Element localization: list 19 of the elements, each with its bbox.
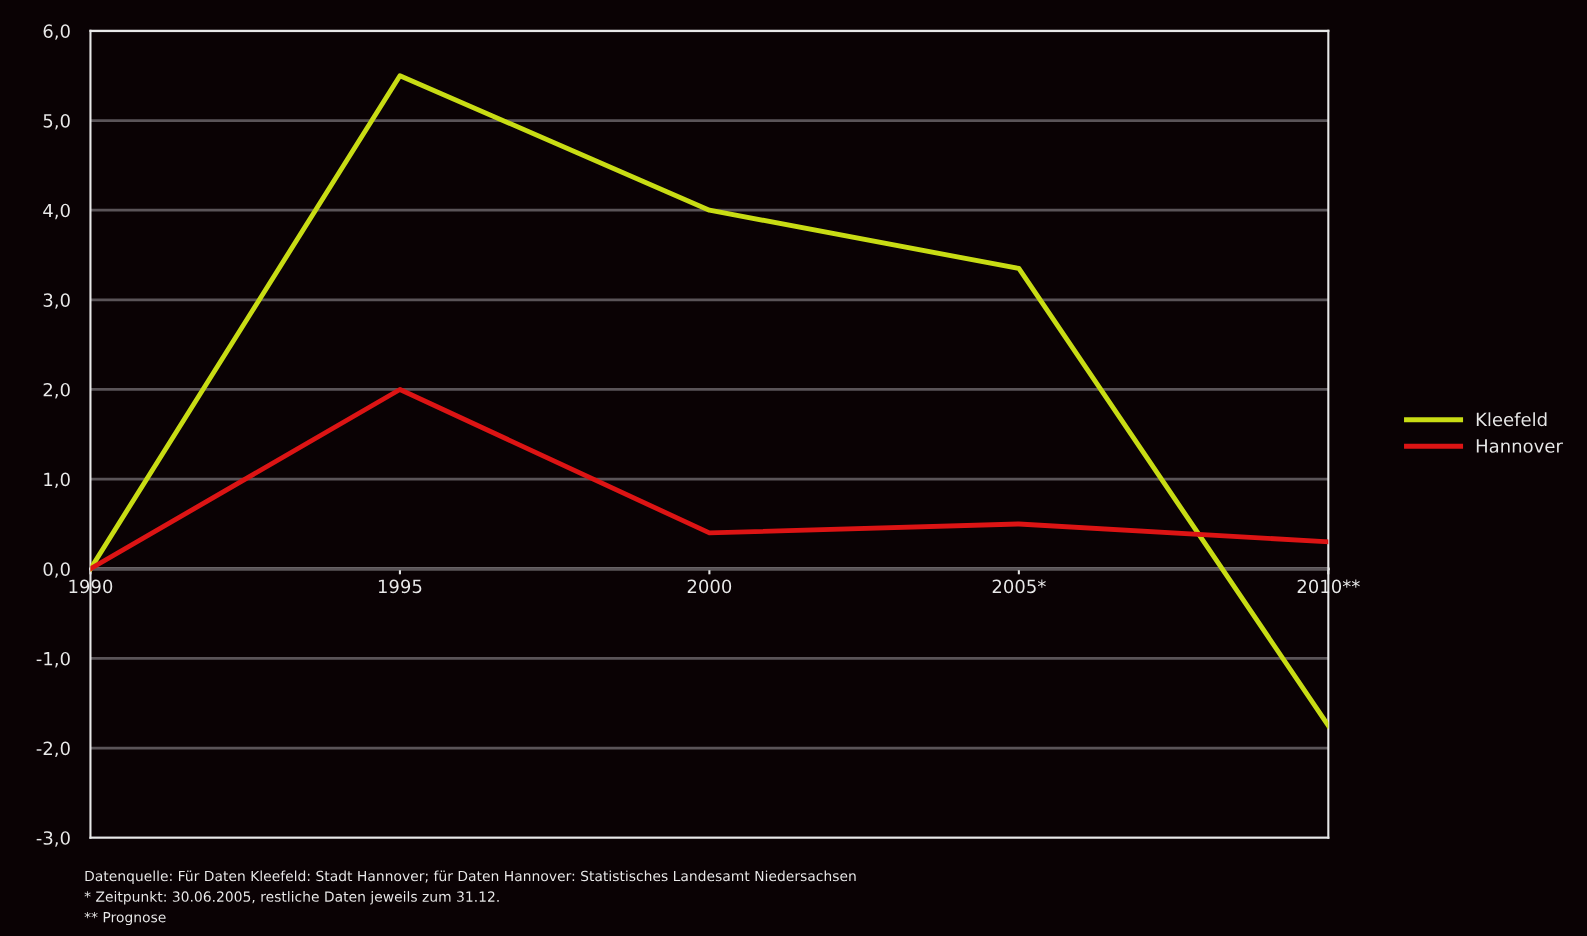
x-tick-label: 2005* — [992, 579, 1046, 594]
text: ** Prognose — [84, 911, 166, 926]
text: Datenquelle: Für Daten Kleefeld: Stadt Hannover; für Daten Hannover: Statistisches Landesamt Niedersachsen — [85, 870, 856, 884]
y-tick-label: 1,0 — [44, 472, 70, 489]
y-tick-label: 3,0 — [43, 293, 70, 309]
y-tick-label: -2,0 — [36, 741, 70, 758]
y-tick-label: 6,0 — [43, 24, 70, 40]
y-tick-label: -1,0 — [36, 651, 70, 668]
x-tick-label: 2000 — [687, 579, 732, 594]
legend-label: Kleefeld — [1476, 412, 1547, 427]
legend-label: Hannover — [1476, 439, 1563, 453]
x-tick-label: 1995 — [378, 579, 422, 594]
y-tick-label: 4,0 — [43, 203, 70, 220]
y-tick-label: -3,0 — [36, 831, 70, 847]
line-series — [90, 387, 1329, 572]
y-tick-label: 5,0 — [43, 114, 70, 130]
y-tick-label: 2,0 — [43, 382, 70, 399]
y-tick-label: 0,0 — [43, 562, 70, 578]
text: * Zeitpunkt: 30.06.2005, restliche Daten jeweils zum 31.12. — [84, 891, 499, 905]
